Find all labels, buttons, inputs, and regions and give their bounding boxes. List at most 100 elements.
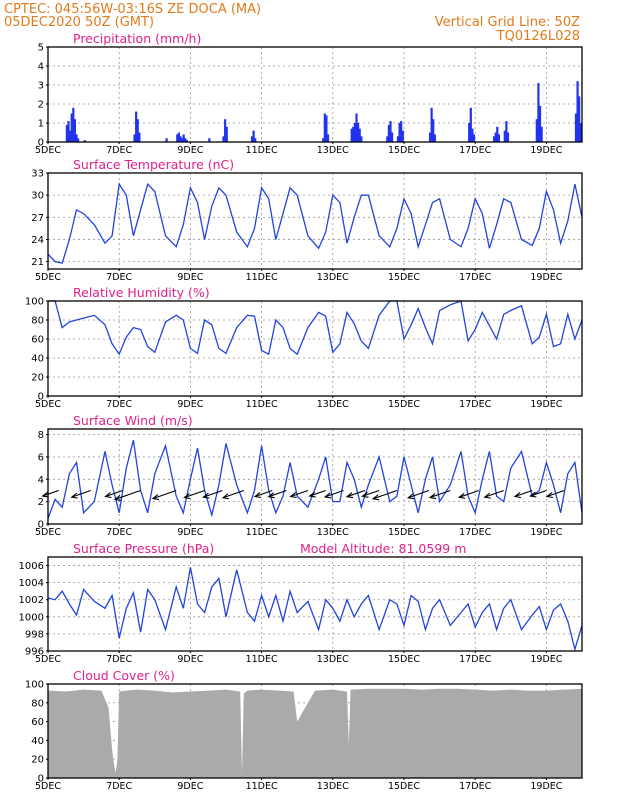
x-tick-label: 11DEC	[246, 272, 278, 283]
precip-bar	[350, 128, 353, 142]
panel-frame	[47, 428, 583, 525]
precip-bar	[208, 138, 211, 142]
y-tick-label: 2	[38, 497, 44, 508]
y-tick-label: 996	[25, 647, 44, 658]
header-grid-info: Vertical Grid Line: 50Z	[435, 15, 580, 30]
wind-vector	[152, 489, 177, 500]
panel-3: Relative Humidity (%) 0 20 40 60 80 100 5DEC 7DE…	[25, 285, 583, 410]
header-date: 05DEC2020 50Z (GMT)	[4, 15, 154, 30]
panel-5: Surface Pressure (hPa) Model Altitude: 81…	[19, 541, 583, 665]
precip-bar	[428, 132, 432, 142]
precip-bar	[136, 119, 139, 142]
wind-vector	[429, 489, 451, 499]
header-location: CPTEC: 045:56W-03:16S ZE DOCA (MA)	[4, 2, 261, 17]
y-tick-label: 6	[38, 452, 44, 463]
x-tick-label: 15DEC	[388, 272, 420, 283]
precip-bar	[135, 111, 138, 142]
x-tick-label: 9DEC	[177, 145, 203, 156]
x-tick-label: 7DEC	[106, 272, 132, 283]
precip-bar	[540, 126, 543, 142]
precip-bar	[400, 121, 403, 142]
x-tick-label: 5DEC	[35, 527, 61, 538]
x-tick-label: 17DEC	[459, 145, 491, 156]
wind-vector	[407, 489, 430, 499]
x-tick-label: 15DEC	[388, 654, 420, 665]
precip-bar	[73, 119, 77, 142]
y-tick-label: 8	[38, 430, 44, 441]
x-tick-label: 7DEC	[106, 145, 132, 156]
x-tick-label: 15DEC	[388, 781, 420, 792]
x-tick-label: 7DEC	[106, 399, 132, 410]
series-line	[47, 440, 583, 519]
x-tick-label: 17DEC	[459, 527, 491, 538]
x-tick-label: 11DEC	[246, 145, 278, 156]
y-tick-label: 1006	[19, 561, 44, 572]
wind-vector	[268, 489, 287, 498]
wind-vector	[254, 489, 273, 498]
wind-vector	[362, 489, 380, 497]
x-tick-label: 9DEC	[177, 399, 203, 410]
wind-vector	[484, 489, 504, 498]
wind-vector-head	[308, 491, 316, 498]
x-tick-label: 15DEC	[388, 399, 420, 410]
x-tick-label: 13DEC	[317, 272, 349, 283]
precip-bar	[535, 119, 538, 142]
x-tick-label: 17DEC	[459, 654, 491, 665]
wind-vector-head	[289, 492, 297, 499]
precip-bar	[574, 113, 578, 142]
wind-vector	[372, 489, 398, 500]
precip-bar	[389, 121, 392, 142]
precip-bar	[538, 105, 542, 142]
precip-bar	[133, 134, 136, 142]
panel-annotation: Model Altitude: 81.0599 m	[300, 541, 466, 556]
precip-bar	[352, 126, 355, 142]
precip-bar	[353, 123, 357, 142]
y-tick-label: 0	[38, 392, 44, 403]
series-line	[47, 182, 583, 264]
precip-bar	[430, 107, 433, 142]
wind-vector-head	[513, 492, 522, 499]
wind-vector-head	[323, 492, 332, 499]
precip-bar	[506, 132, 510, 142]
wind-vector-head	[41, 491, 49, 498]
wind-vector	[309, 489, 326, 497]
precip-bar	[398, 123, 401, 142]
y-tick-label: 1000	[19, 612, 44, 623]
series-line	[47, 567, 583, 652]
x-tick-label: 11DEC	[246, 654, 278, 665]
y-tick-label: 80	[31, 698, 44, 709]
x-tick-label: 5DEC	[35, 145, 61, 156]
wind-vector	[546, 489, 565, 498]
precip-bar	[386, 136, 389, 142]
panel-6: Cloud Cover (%) 0 20 40 60 80 100 5DEC 7DEC 9DEC 1…	[25, 668, 583, 792]
wind-vector-head	[428, 493, 437, 500]
precip-bar	[468, 123, 471, 142]
x-tick-label: 13DEC	[317, 654, 349, 665]
precip-bar	[355, 113, 358, 142]
panel-4: Surface Wind (m/s) 0 2 4 6 8 5DEC 7DEC 9DEC 11DEC…	[35, 413, 583, 538]
y-tick-label: 27	[31, 213, 44, 224]
precip-bar	[138, 132, 141, 142]
y-tick-label: 2	[38, 100, 44, 111]
precip-bar	[472, 134, 476, 142]
x-tick-label: 13DEC	[317, 527, 349, 538]
panel-frame	[47, 46, 583, 143]
x-tick-label: 13DEC	[317, 781, 349, 792]
precip-bar	[184, 138, 187, 142]
x-tick-label: 9DEC	[177, 527, 203, 538]
precip-bar	[65, 124, 68, 142]
panel-frame	[47, 172, 583, 270]
precip-bar	[165, 138, 168, 142]
precip-bar	[503, 130, 506, 142]
precip-bar	[357, 123, 360, 142]
wind-vector	[114, 489, 141, 500]
y-tick-label: 998	[25, 629, 44, 640]
precip-bar	[579, 123, 582, 142]
y-tick-label: 20	[31, 373, 44, 384]
wind-vector-head	[457, 492, 466, 499]
precip-bar	[387, 124, 391, 142]
wind-vector	[514, 489, 533, 498]
wind-vector-head	[70, 492, 78, 499]
precip-bar	[72, 107, 75, 142]
